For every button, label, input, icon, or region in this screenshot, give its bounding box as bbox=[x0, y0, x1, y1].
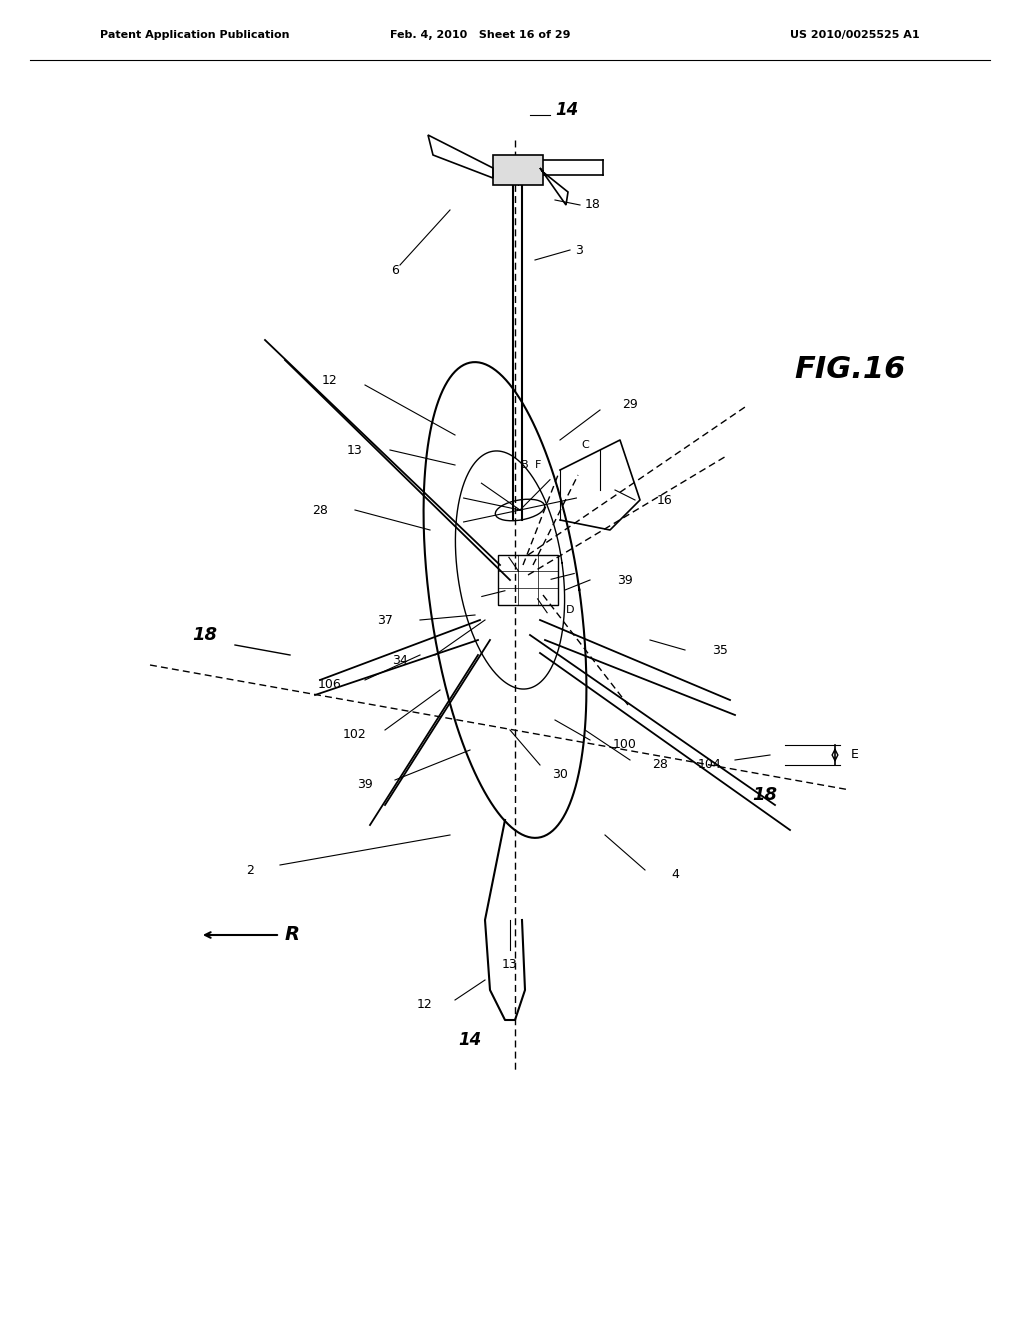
Text: 14: 14 bbox=[459, 1031, 481, 1049]
Text: 12: 12 bbox=[323, 374, 338, 387]
Text: 104: 104 bbox=[698, 759, 722, 771]
Text: 18: 18 bbox=[753, 785, 777, 804]
Text: FIG.16: FIG.16 bbox=[795, 355, 905, 384]
Text: 13: 13 bbox=[502, 958, 518, 972]
Text: 29: 29 bbox=[623, 399, 638, 412]
Text: 3: 3 bbox=[575, 243, 583, 256]
Text: 37: 37 bbox=[377, 614, 393, 627]
Text: 39: 39 bbox=[357, 779, 373, 792]
Text: US 2010/0025525 A1: US 2010/0025525 A1 bbox=[791, 30, 920, 40]
Text: 14: 14 bbox=[555, 102, 579, 119]
Text: 35: 35 bbox=[712, 644, 728, 656]
Text: Patent Application Publication: Patent Application Publication bbox=[100, 30, 290, 40]
Text: 16: 16 bbox=[657, 494, 673, 507]
Text: 102: 102 bbox=[343, 729, 367, 742]
Text: 12: 12 bbox=[417, 998, 433, 1011]
Text: E: E bbox=[851, 748, 859, 762]
Text: R: R bbox=[285, 925, 300, 945]
Text: D: D bbox=[565, 605, 574, 615]
Text: 30: 30 bbox=[552, 768, 568, 781]
Text: 18: 18 bbox=[193, 626, 217, 644]
Text: 2: 2 bbox=[246, 863, 254, 876]
Text: 106: 106 bbox=[318, 678, 342, 692]
Text: 39: 39 bbox=[617, 573, 633, 586]
Text: 34: 34 bbox=[392, 653, 408, 667]
Text: F: F bbox=[535, 459, 542, 470]
Text: 18: 18 bbox=[585, 198, 601, 211]
Bar bbox=[498, 554, 558, 605]
Text: C: C bbox=[582, 440, 589, 450]
Text: 13: 13 bbox=[347, 444, 362, 457]
Text: 28: 28 bbox=[652, 759, 668, 771]
Text: B: B bbox=[521, 459, 528, 470]
Text: 6: 6 bbox=[391, 264, 399, 276]
Bar bbox=[493, 154, 543, 185]
Text: 100: 100 bbox=[613, 738, 637, 751]
Text: 4: 4 bbox=[671, 869, 679, 882]
Text: 28: 28 bbox=[312, 503, 328, 516]
Text: Feb. 4, 2010   Sheet 16 of 29: Feb. 4, 2010 Sheet 16 of 29 bbox=[390, 30, 570, 40]
